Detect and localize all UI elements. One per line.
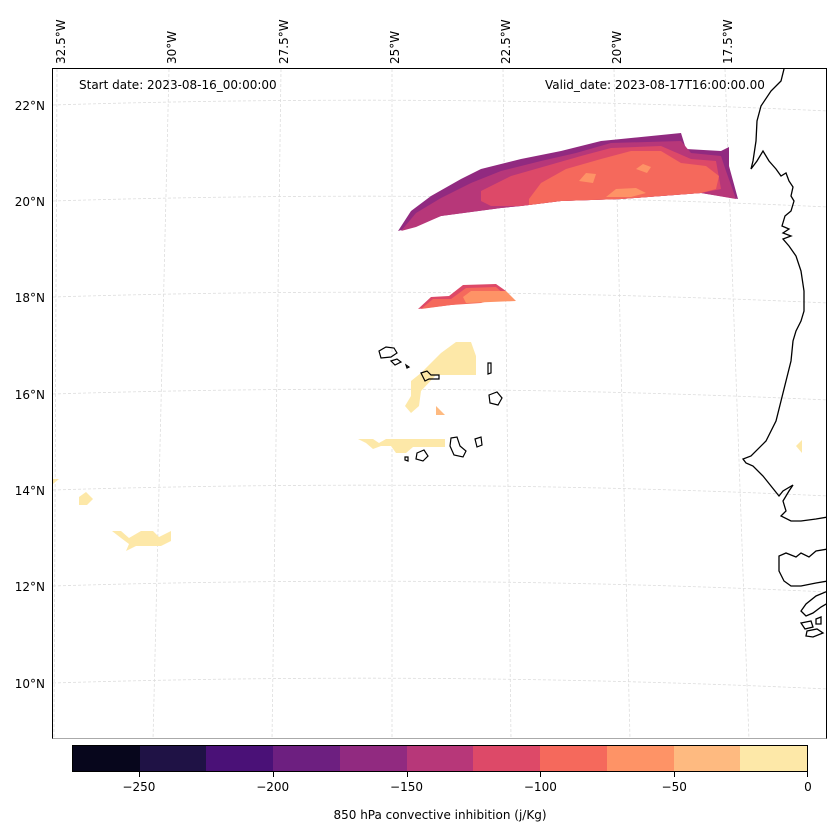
cin-contour-level--50	[579, 173, 596, 183]
colorbar-segment	[540, 746, 607, 771]
cin-contour-level--25	[53, 479, 59, 484]
coastline-guinea	[800, 591, 826, 617]
cin-region-cape-verde	[358, 342, 476, 453]
colorbar-segment	[740, 746, 808, 771]
lat-tick-label: 20°N	[14, 195, 45, 209]
gridline-lon	[271, 69, 282, 738]
lat-tick-label: 18°N	[14, 291, 45, 305]
lon-tick-label: 17.5°W	[721, 19, 735, 64]
island-maio	[474, 436, 483, 448]
cin-contour-level--25	[796, 440, 802, 453]
cin-contour-level--50	[636, 164, 651, 173]
colorbar-segment	[139, 746, 207, 771]
lon-tick-label: 30°W	[165, 30, 179, 64]
colorbar-tick	[272, 772, 274, 777]
colorbar-tick-label: −250	[122, 780, 156, 794]
start-date-annotation: Start date: 2023-08-16_00:00:00	[79, 78, 277, 92]
lat-tick-label: 10°N	[14, 677, 45, 691]
colorbar-segment	[406, 746, 474, 771]
lat-tick-label: 22°N	[14, 99, 45, 113]
colorbar-tick-label: −100	[523, 780, 557, 794]
lon-tick-label: 27.5°W	[277, 19, 291, 64]
colorbar-tick	[807, 772, 808, 777]
gridlines	[53, 69, 826, 738]
gridline-lat	[53, 388, 826, 401]
island-sao-vicente	[389, 358, 403, 366]
gridline-lon	[152, 69, 170, 738]
coastline-mauritania-senegal	[741, 69, 826, 522]
map-panel	[52, 68, 827, 739]
map-canvas	[53, 69, 826, 738]
island-santiago	[449, 436, 467, 458]
cin-contour-level--25	[405, 342, 476, 413]
island-santo-antao	[378, 346, 398, 359]
cin-contour-level--50	[606, 188, 646, 197]
cin-contour-level--25	[79, 492, 93, 505]
gridline-lat	[53, 677, 826, 690]
cin-contour-level--50	[463, 291, 516, 303]
cin-region-mid-band	[418, 284, 516, 309]
colorbar-tick	[138, 772, 140, 777]
colorbar-segment	[473, 746, 541, 771]
gridline-lat	[53, 484, 826, 497]
lon-tick-label: 25°W	[388, 30, 402, 64]
lat-tick-label: 12°N	[14, 580, 45, 594]
cin-contour-level--25	[112, 531, 171, 551]
island-brava	[404, 456, 409, 462]
cin-contour-level--75	[529, 151, 719, 205]
gridline-lon	[53, 69, 58, 738]
gridline-lat	[53, 580, 826, 593]
cin-region-northern-band	[398, 133, 738, 231]
colorbar-segment	[73, 746, 140, 771]
cin-contour-level--50	[436, 406, 445, 415]
lon-tick-label: 32.5°W	[54, 19, 68, 64]
cin-contour-level--25	[358, 439, 445, 453]
colorbar-segment	[673, 746, 741, 771]
colorbar-tick	[674, 772, 676, 777]
coastline-gambia-guinea-bissau	[778, 548, 826, 587]
coastline	[741, 69, 826, 638]
colorbar-segment	[206, 746, 274, 771]
island-sao-nicolau	[420, 370, 440, 382]
island-sal	[487, 362, 492, 375]
colorbar	[72, 745, 808, 772]
islands	[378, 346, 503, 462]
lat-tick-label: 14°N	[14, 484, 45, 498]
colorbar-segment	[339, 746, 407, 771]
colorbar-tick-label: −150	[390, 780, 424, 794]
island-santa-luzia	[404, 363, 411, 369]
gridline-lat	[53, 291, 826, 304]
island-fogo	[415, 449, 429, 462]
colorbar-segment	[606, 746, 674, 771]
colorbar-tick	[540, 772, 542, 777]
colorbar-label: 850 hPa convective inhibition (j/Kg)	[333, 808, 547, 822]
colorbar-tick-label: −200	[256, 780, 290, 794]
gridline-lat	[53, 99, 826, 112]
colorbar-tick	[406, 772, 408, 777]
lon-tick-label: 22.5°W	[499, 19, 513, 64]
bijagos-islands	[799, 616, 825, 638]
island-boa-vista	[488, 391, 503, 406]
lon-tick-label: 20°W	[610, 30, 624, 64]
cin-region-southwest	[53, 479, 171, 551]
colorbar-tick-label: −50	[661, 780, 687, 794]
colorbar-tick-label: 0	[804, 780, 812, 794]
valid-date-annotation: Valid_date: 2023-08-17T16:00:00.00	[545, 78, 765, 92]
lat-tick-label: 16°N	[14, 388, 45, 402]
colorbar-segment	[273, 746, 340, 771]
